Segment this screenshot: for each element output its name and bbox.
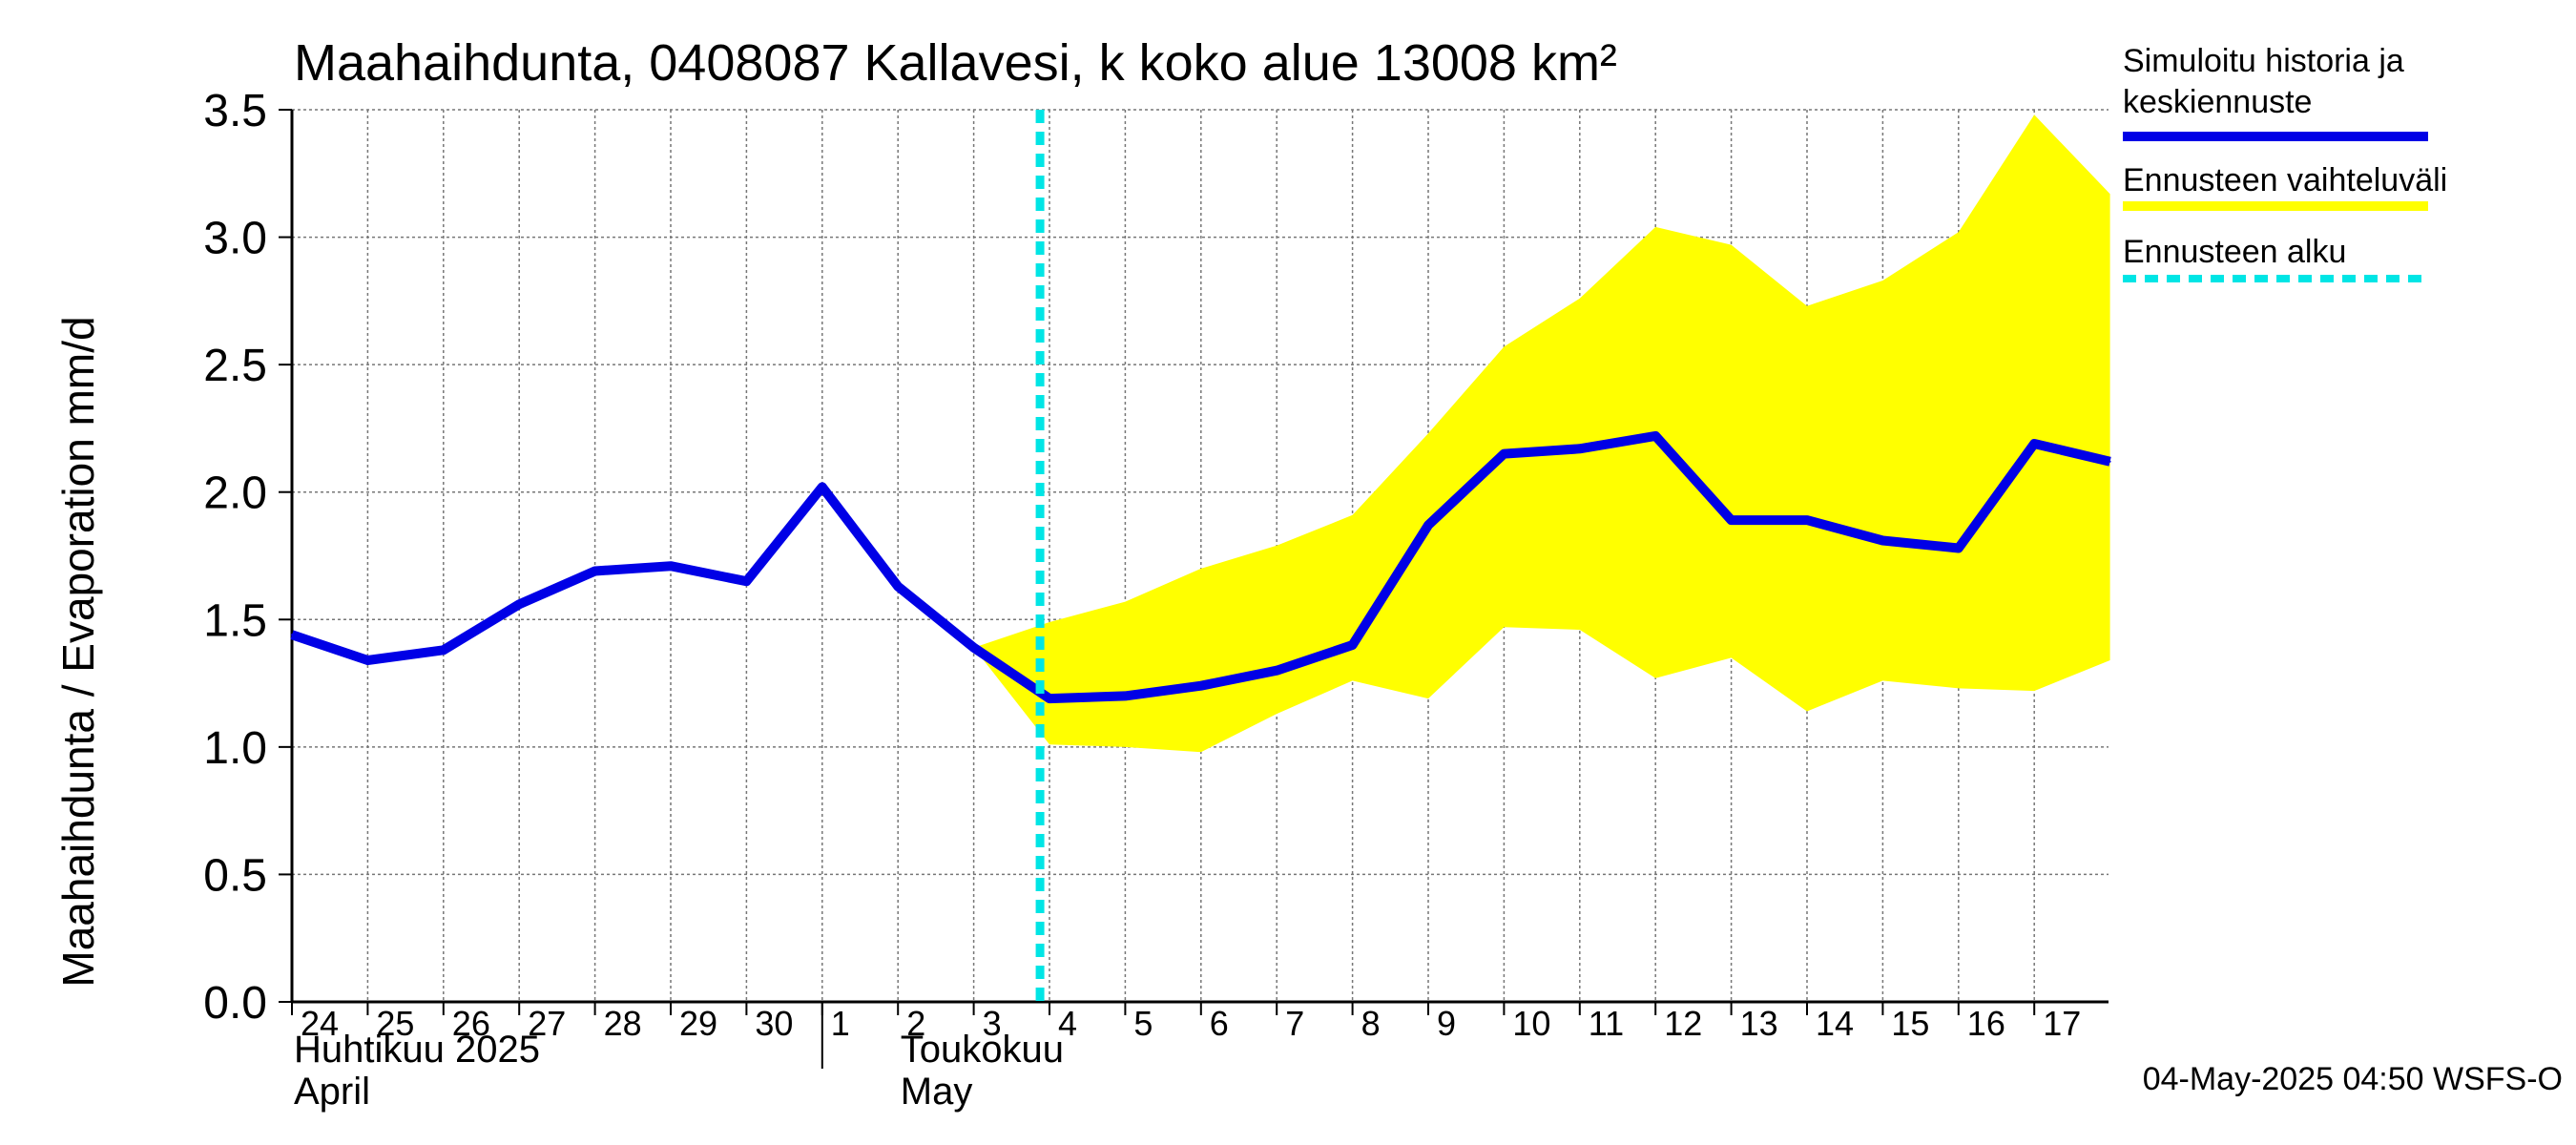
- y-tick-label: 3.5: [203, 86, 267, 136]
- x-tick-label: 6: [1210, 1004, 1229, 1043]
- mean-series-point: [897, 585, 900, 588]
- mean-series-point: [1199, 684, 1202, 687]
- mean-series-point: [1503, 452, 1506, 455]
- y-tick-label: 1.5: [203, 595, 267, 646]
- legend-label: Ennusteen alku: [2123, 234, 2346, 270]
- mean-series-point: [442, 649, 445, 652]
- mean-series-point: [1578, 448, 1581, 450]
- mean-series-point: [1730, 519, 1733, 522]
- x-tick-label: 12: [1664, 1004, 1702, 1043]
- mean-series-point: [1881, 539, 1884, 542]
- y-tick-label: 0.5: [203, 850, 267, 901]
- mean-series-point: [821, 486, 823, 489]
- x-tick-label: 15: [1891, 1004, 1929, 1043]
- x-tick-label: 29: [679, 1004, 717, 1043]
- mean-series-point: [1276, 669, 1278, 672]
- x-tick-label: 7: [1285, 1004, 1304, 1043]
- x-tick-label: 14: [1816, 1004, 1854, 1043]
- mean-series-point: [2109, 460, 2111, 463]
- mean-series-layer: [290, 430, 2111, 704]
- mean-series-point: [518, 603, 521, 606]
- mean-series-point: [745, 580, 748, 583]
- y-tick-labels: 0.0 0.5 1.0 1.5 2.0 2.5 3.0 3.5: [203, 86, 267, 1029]
- mean-series-point: [593, 570, 596, 572]
- legend-label: Ennusteen vaihteluväli: [2123, 162, 2447, 198]
- x-tick-label: 9: [1437, 1004, 1456, 1043]
- legend-label: Simuloitu historia ja: [2123, 43, 2404, 79]
- forecast-range-band: [973, 114, 2110, 753]
- mean-series-point: [670, 565, 672, 568]
- footer-timestamp: 04-May-2025 04:50 WSFS-O: [2143, 1061, 2563, 1097]
- x-tick-label: 28: [604, 1004, 642, 1043]
- x-tick-label: 11: [1589, 1004, 1624, 1043]
- x-tick-label: 27: [528, 1004, 566, 1043]
- mean-series-point: [1654, 434, 1657, 437]
- mean-series-point: [1806, 519, 1808, 522]
- x-tick-label: 13: [1740, 1004, 1778, 1043]
- x-tick-label: 8: [1361, 1004, 1381, 1043]
- x-tick-label: 25: [376, 1004, 414, 1043]
- month-label: Toukokuu: [901, 1029, 1064, 1071]
- x-tick-label: 30: [755, 1004, 793, 1043]
- mean-series-point: [1351, 644, 1354, 646]
- mean-series-point: [1124, 695, 1127, 697]
- axes: [279, 109, 2109, 1069]
- legend: Simuloitu historia ja keskiennuste Ennuste…: [2123, 43, 2447, 282]
- month-label-en: April: [294, 1071, 370, 1113]
- mean-series-point: [2033, 443, 2036, 445]
- mean-series-point: [1049, 697, 1050, 700]
- x-tick-label: 16: [1967, 1004, 2005, 1043]
- mean-series-point: [291, 634, 293, 636]
- x-tick-label: 2: [906, 1004, 925, 1043]
- x-tick-label: 3: [983, 1004, 1002, 1043]
- x-tick-label: 5: [1133, 1004, 1153, 1043]
- x-tick-label: 4: [1058, 1004, 1077, 1043]
- y-tick-label: 0.0: [203, 978, 267, 1029]
- y-tick-label: 1.0: [203, 723, 267, 774]
- mean-series-point: [1427, 524, 1429, 527]
- y-tick-label: 3.0: [203, 214, 267, 264]
- month-label: Huhtikuu 2025: [294, 1029, 540, 1071]
- mean-series-point: [366, 659, 369, 661]
- forecast-range-band-layer: [973, 114, 2110, 753]
- mean-series-point: [1957, 547, 1960, 550]
- chart-title: Maahaihdunta, 0408087 Kallavesi, k koko …: [294, 34, 1617, 92]
- y-tick-label: 2.0: [203, 468, 267, 519]
- x-tick-label: 10: [1512, 1004, 1550, 1043]
- x-tick-label: 1: [831, 1004, 850, 1043]
- y-axis-label: Maahaihdunta / Evaporation mm/d: [53, 316, 103, 987]
- legend-label-line2: keskiennuste: [2123, 84, 2312, 120]
- month-label-en: May: [901, 1071, 973, 1113]
- x-tick-label: 17: [2043, 1004, 2081, 1043]
- x-tick-label: 24: [301, 1004, 339, 1043]
- x-tick-label: 26: [452, 1004, 490, 1043]
- mean-series-point: [972, 646, 975, 649]
- y-tick-label: 2.5: [203, 341, 267, 391]
- x-tick-labels: 24 25 26 27 28 29 30 1 2 3 4 5 6 7 8 9 10 11 12 13 14 15 16 17: [301, 1004, 2081, 1043]
